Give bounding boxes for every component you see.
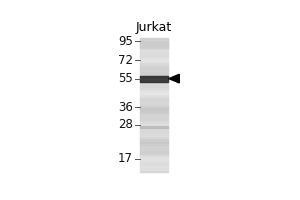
Polygon shape [169, 74, 179, 83]
Text: 72: 72 [118, 54, 133, 67]
Text: 36: 36 [118, 101, 133, 114]
Text: Jurkat: Jurkat [136, 21, 172, 34]
Bar [140, 38, 168, 172]
Text: 28: 28 [118, 118, 133, 131]
Text: 17: 17 [118, 152, 133, 165]
Text: 55: 55 [118, 72, 133, 85]
Text: 95: 95 [118, 35, 133, 48]
